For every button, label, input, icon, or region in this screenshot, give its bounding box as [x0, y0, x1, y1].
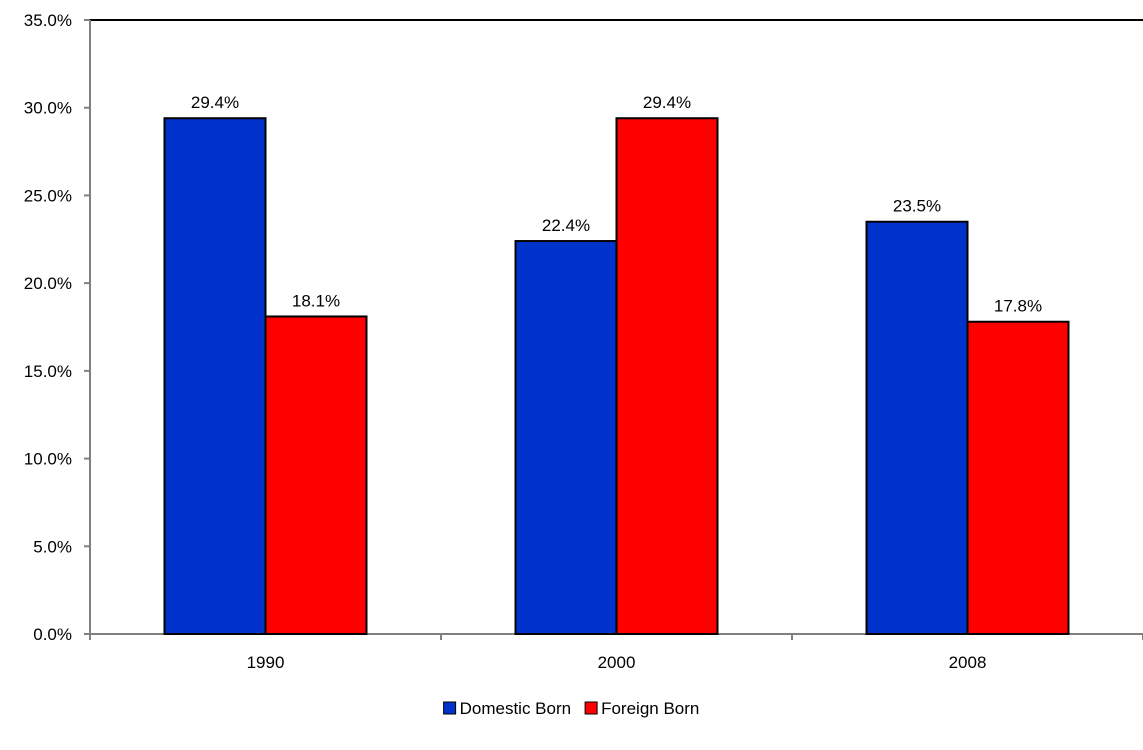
y-tick-label: 10.0%: [24, 450, 72, 469]
bar-foreign-born-2000: [615, 117, 719, 636]
legend-swatch-domestic-born: [443, 701, 457, 715]
y-tick-label: 5.0%: [33, 537, 72, 556]
data-label: 29.4%: [643, 93, 691, 112]
data-label: 23.5%: [893, 197, 941, 216]
bar-foreign-born-2008: [966, 320, 1070, 635]
legend-swatch-foreign-born: [584, 701, 598, 715]
bar-domestic-born-2008: [865, 220, 969, 635]
y-tick-label: 0.0%: [33, 625, 72, 644]
x-tick-label: 2008: [949, 653, 987, 672]
x-tick-label: 1990: [247, 653, 285, 672]
legend-label: Domestic Born: [460, 699, 571, 718]
y-tick-label: 25.0%: [24, 186, 72, 205]
data-labels-group: 29.4% 18.1% 22.4% 29.4% 23.5% 17.8%: [191, 93, 1042, 315]
y-tick-label: 15.0%: [24, 362, 72, 381]
legend-label: Foreign Born: [601, 699, 699, 718]
y-tick-label: 35.0%: [24, 11, 72, 30]
x-axis: 1990 2000 2008: [89, 634, 1143, 672]
data-label: 29.4%: [191, 93, 239, 112]
data-label: 18.1%: [292, 291, 340, 310]
data-label: 17.8%: [994, 297, 1042, 316]
y-tick-label: 20.0%: [24, 274, 72, 293]
bar-domestic-born-1990: [163, 117, 267, 636]
data-label: 22.4%: [542, 216, 590, 235]
legend: Domestic Born Foreign Born: [443, 699, 699, 718]
x-tick-label: 2000: [598, 653, 636, 672]
bars-group: [163, 117, 1070, 636]
bar-foreign-born-1990: [264, 315, 368, 635]
y-tick-label: 30.0%: [24, 99, 72, 118]
y-axis: 0.0% 5.0% 10.0% 15.0% 20.0% 25.0% 30.0% 35.0%: [24, 11, 90, 644]
bar-domestic-born-2000: [514, 240, 618, 635]
